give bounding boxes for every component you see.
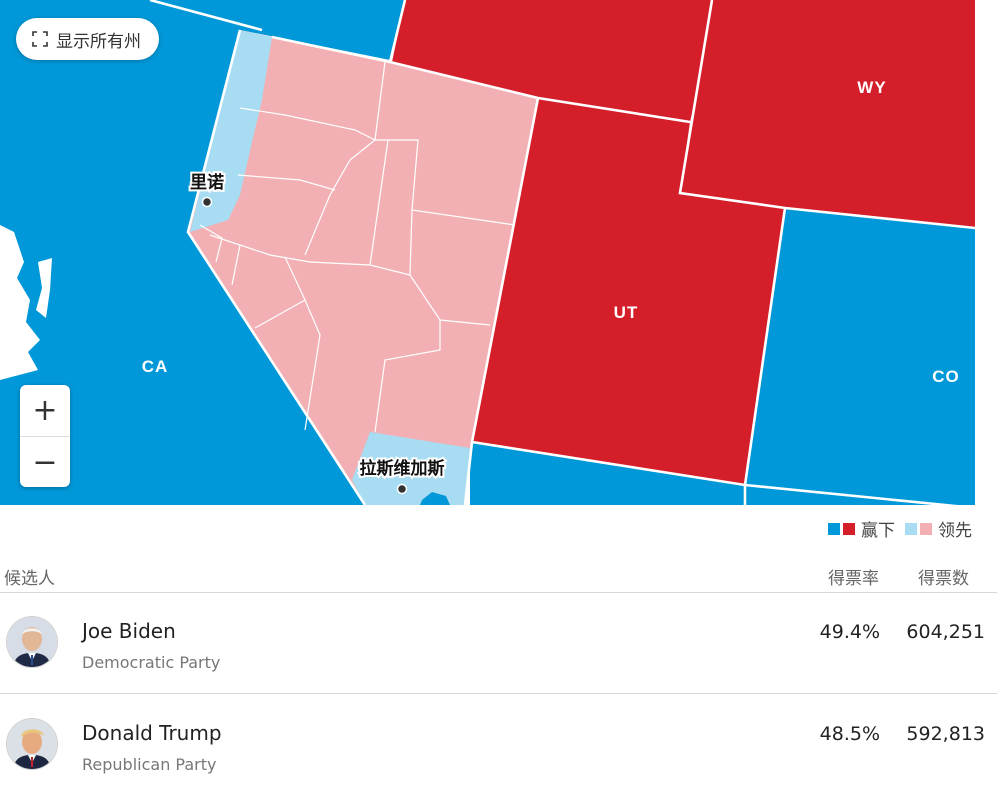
candidate-vote-pct: 48.5% [819,723,880,745]
state-wy[interactable] [680,0,975,228]
portrait-biden-icon [7,617,57,667]
election-map[interactable]: CA UT WY CO 里诺 拉斯维加斯 显示所有州 + − [0,0,975,505]
city-marker-reno[interactable] [201,196,213,208]
portrait-trump-icon [7,719,57,769]
show-all-label: 显示所有州 [56,31,141,52]
state-nv[interactable] [188,30,538,505]
candidate-party: Republican Party [82,755,217,774]
candidate-name: Joe Biden [82,619,176,643]
city-label-las-vegas: 拉斯维加斯 [360,458,445,479]
show-all-states-button[interactable]: 显示所有州 [16,18,159,60]
expand-icon [32,31,48,47]
candidate-votes: 604,251 [906,621,985,643]
state-az[interactable] [470,442,745,505]
city-marker-las-vegas[interactable] [396,483,408,495]
city-label-reno: 里诺 [190,172,224,193]
state-ca[interactable] [0,0,405,505]
header-vote-pct: 得票率 [828,569,879,589]
legend-lead-label: 领先 [938,521,972,541]
legend-swatch-rep-win [843,522,855,535]
state-co[interactable] [745,208,975,505]
zoom-out-button[interactable]: − [20,436,70,487]
zoom-controls: + − [20,385,70,487]
state-label-ut: UT [614,303,639,322]
header-votes: 得票数 [918,569,969,589]
county-borders [199,61,516,433]
candidate-votes: 592,813 [906,723,985,745]
zoom-in-button[interactable]: + [32,392,58,428]
map-legend: 赢下 领先 [828,516,972,541]
candidate-vote-pct: 49.4% [819,621,880,643]
bay-cutout [36,258,52,318]
avatar-trump [7,719,57,769]
state-borders [149,0,975,505]
legend-swatch-rep-lead [920,522,932,535]
county-clark[interactable] [352,432,470,505]
candidate-row-biden: Joe Biden Democratic Party 49.4% 604,251 [0,593,997,694]
state-or[interactable] [150,0,405,10]
state-id[interactable] [392,0,720,122]
avatar-biden [7,617,57,667]
candidate-row-trump: Donald Trump Republican Party 48.5% 592,… [0,695,997,795]
candidate-name: Donald Trump [82,721,222,745]
state-label-wy: WY [857,78,886,97]
header-candidate: 候选人 [4,569,55,589]
county-washoe[interactable] [190,30,272,232]
results-table-header: 候选人 得票率 得票数 [0,560,997,593]
legend-win-label: 赢下 [861,521,895,541]
legend-swatch-dem-lead [905,522,917,535]
legend-swatch-dem-win [828,522,840,535]
map-canvas[interactable]: CA UT WY CO 里诺 拉斯维加斯 [0,0,975,505]
state-label-co: CO [932,367,960,386]
state-label-ca: CA [142,357,169,376]
coast-cutout [0,225,40,380]
lake-mead [420,492,450,505]
state-ut[interactable] [472,98,785,485]
candidate-party: Democratic Party [82,653,221,672]
